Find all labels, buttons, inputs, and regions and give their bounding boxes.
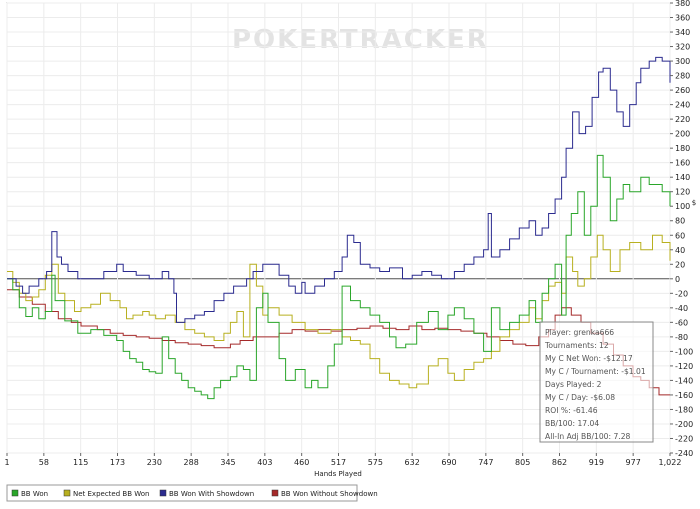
x-tick-label: 632: [405, 458, 420, 467]
stat-line: Player: grenka666: [545, 328, 614, 337]
watermark-tracker: TRACKER: [340, 25, 489, 55]
y-tick-label: -40: [675, 304, 688, 313]
x-axis-title: Hands Played: [314, 470, 362, 478]
y-tick-label: -100: [675, 347, 693, 356]
x-tick-label: 1,022: [659, 458, 682, 467]
x-tick-label: 345: [220, 458, 235, 467]
y-tick-label: -120: [675, 362, 693, 371]
y-tick-label: -220: [675, 434, 693, 443]
stat-line: BB/100: 17.04: [545, 419, 599, 428]
legend-swatch-with-showdown: [159, 489, 167, 497]
x-tick-label: 460: [294, 458, 309, 467]
y-tick-label: 360: [675, 14, 690, 23]
y-tick-label: -200: [675, 420, 693, 429]
y-tick-label: -180: [675, 405, 693, 414]
legend-label-net-expected: Net Expected BB Won: [73, 490, 149, 498]
y-tick-label: -80: [675, 333, 688, 342]
y-tick-label: 0: [675, 275, 680, 284]
y-tick-label: -240: [675, 449, 693, 458]
stat-line: All-In Adj BB/100: 7.28: [545, 432, 631, 441]
y-tick-label: 340: [675, 28, 690, 37]
x-axis-ticks: 1 58 115 173 230 288 345 403 460 517 575 632 690 747 8…: [4, 453, 681, 467]
y-tick-label: 220: [675, 115, 690, 124]
y-tick-label: -160: [675, 391, 693, 400]
x-tick-label: 575: [368, 458, 383, 467]
y-axis-title: $: [692, 199, 696, 207]
grid-layer: [6, 2, 671, 454]
stat-line: My C / Tournament: -$1.01: [545, 367, 646, 376]
y-tick-label: 160: [675, 159, 690, 168]
x-tick-label: 173: [110, 458, 125, 467]
y-tick-label: 380: [675, 0, 690, 8]
y-tick-label: -140: [675, 376, 693, 385]
y-tick-label: 60: [675, 231, 685, 240]
x-tick-label: 747: [478, 458, 493, 467]
y-tick-label: 40: [675, 246, 685, 255]
x-tick-label: 58: [39, 458, 49, 467]
y-tick-label: 260: [675, 86, 690, 95]
legend: BB Won Net Expected BB Won BB Won With Sho…: [6, 484, 378, 502]
y-tick-label: 300: [675, 57, 690, 66]
x-tick-label: 919: [589, 458, 604, 467]
legend-swatch-bb-won: [11, 489, 19, 497]
legend-label-without-showdown: BB Won Without Showdown: [281, 490, 378, 498]
y-tick-label: 100: [675, 202, 690, 211]
y-axis-ticks: 3803603403203002802602402202001801601401…: [670, 0, 693, 458]
x-tick-label: 977: [626, 458, 641, 467]
x-tick-label: 517: [331, 458, 346, 467]
y-tick-label: 180: [675, 144, 690, 153]
x-tick-label: 1: [4, 458, 9, 467]
x-tick-label: 690: [441, 458, 456, 467]
y-tick-label: 80: [675, 217, 685, 226]
x-tick-label: 805: [515, 458, 530, 467]
watermark-logo: POKERTRACKER: [232, 25, 489, 55]
y-tick-label: -60: [675, 318, 688, 327]
series-layer: [7, 56, 671, 400]
y-tick-label: 320: [675, 43, 690, 52]
y-tick-label: 240: [675, 101, 690, 110]
stat-line: My C Net Won: -$12.17: [545, 354, 633, 363]
x-tick-label: 230: [147, 458, 162, 467]
x-tick-label: 288: [184, 458, 199, 467]
legend-label-with-showdown: BB Won With Showdown: [169, 490, 254, 498]
player-stats-box: Player: grenka666 Tournaments: 12 My C Net…: [539, 321, 654, 443]
watermark-poker: POKER: [232, 25, 340, 55]
y-tick-label: 280: [675, 72, 690, 81]
y-tick-label: 200: [675, 130, 690, 139]
series-line-with-showdown: [7, 56, 671, 323]
series-line-without-showdown: [7, 289, 670, 396]
x-tick-label: 403: [257, 458, 272, 467]
stat-line: My C / Day: -$6.08: [545, 393, 615, 402]
legend-swatch-net-expected: [63, 489, 71, 497]
stat-line: ROI %: -61.46: [545, 406, 598, 415]
legend-label-bb-won: BB Won: [21, 490, 48, 498]
series-line-bb-won: [7, 154, 671, 400]
x-tick-label: 115: [73, 458, 88, 467]
stat-line: Days Played: 2: [545, 380, 602, 389]
y-tick-label: 20: [675, 260, 685, 269]
y-tick-label: 140: [675, 173, 690, 182]
stat-line: Tournaments: 12: [544, 341, 609, 350]
legend-swatch-without-showdown: [271, 489, 279, 497]
x-tick-label: 862: [552, 458, 567, 467]
y-tick-label: 120: [675, 188, 690, 197]
y-tick-label: -20: [675, 289, 688, 298]
